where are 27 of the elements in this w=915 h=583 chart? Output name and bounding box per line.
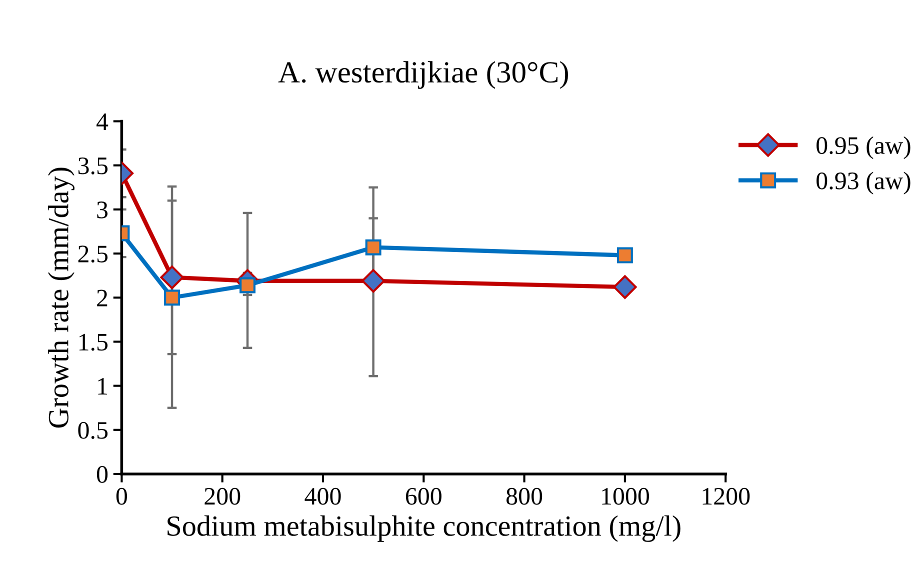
point [361,269,386,293]
legend-label: 0.95 (aw) [816,136,910,160]
y-axis-title: Growth rate (mm/day) [48,168,74,428]
point [160,265,184,290]
legend-label: 0.93 (aw) [816,172,910,194]
point [365,239,382,256]
y-tick-label: 1 [98,378,107,394]
x-tick-label: 600 [406,488,442,505]
x-axis-title: Sodium metabisulphite concentration (mg/l) [168,515,680,542]
x-tick-label: 0 [116,488,127,505]
y-tick-label: 1.5 [79,334,108,351]
point [616,247,633,264]
y-tick-label: 4 [96,113,108,130]
x-tick-label: 800 [506,488,542,505]
y-tick-label: 3 [97,202,108,218]
y-tick-label: 0 [96,466,108,483]
x-tick-label: 200 [204,488,240,505]
y-tick-label: 2.5 [78,246,108,263]
y-tick-label: 0.5 [78,422,108,439]
point [613,275,637,299]
x-tick-label: 1200 [702,488,750,505]
y-tick-label: 2 [97,290,108,306]
point [164,290,180,306]
y-tick-label: 3.5 [78,157,108,174]
x-tick-label: 400 [304,488,341,505]
chart-title: A. westerdijkiae (30°C) [278,61,568,89]
x-tick-label: 1000 [602,488,649,505]
